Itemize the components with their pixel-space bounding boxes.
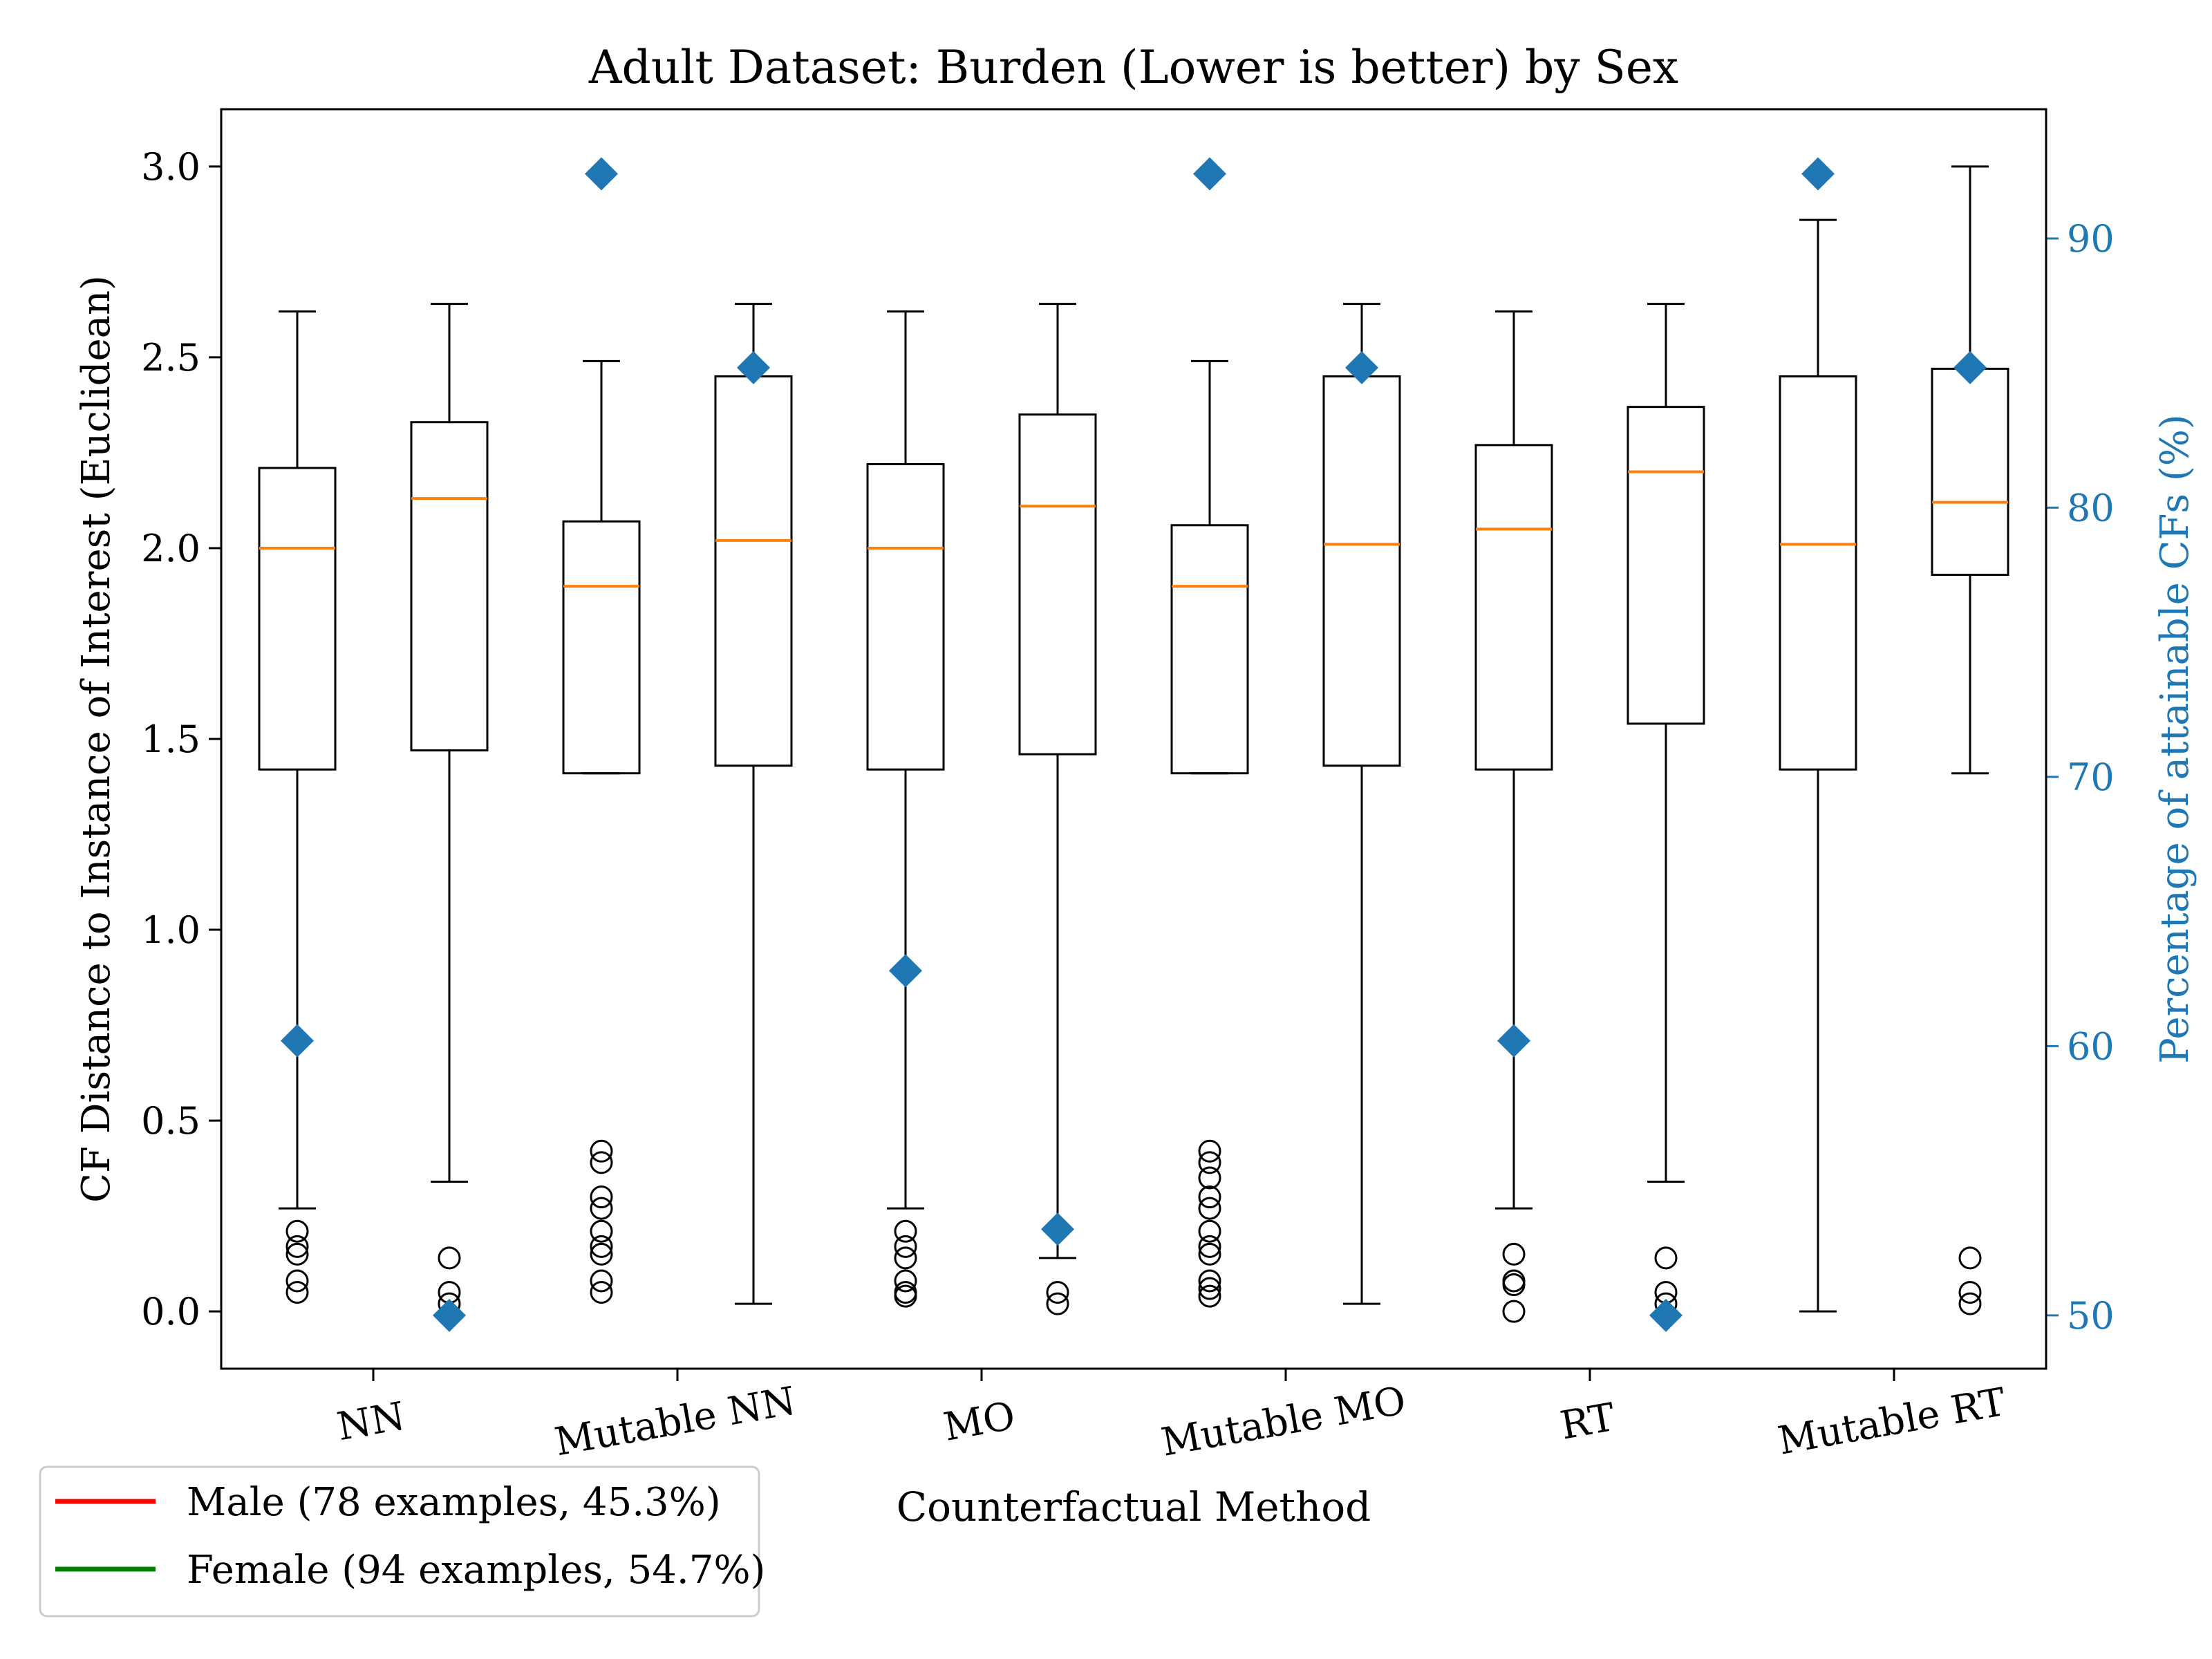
outlier-point [1046,1292,1069,1315]
box-4 [714,303,793,1305]
y-tick-label: 0.5 [141,1099,200,1143]
outlier-point [590,1219,613,1243]
outlier-point [590,1197,613,1220]
attainable-marker [1649,1298,1683,1332]
outlier-point [1198,1242,1221,1266]
attainable-marker [889,954,922,988]
outlier-point [1654,1246,1678,1270]
outlier-point [590,1151,613,1174]
legend-label-female: Female (94 examples, 54.7%) [187,1548,765,1593]
outlier-point [1198,1269,1221,1293]
outlier-point [1198,1284,1221,1308]
outlier-point [894,1246,917,1270]
outlier-point [285,1281,309,1304]
y2-tick-label: 60 [2067,1024,2115,1068]
y2-tick-label: 90 [2067,217,2115,261]
legend-label-male: Male (78 examples, 45.3%) [187,1480,721,1525]
outlier-point [590,1242,613,1266]
box-iqr [258,467,337,771]
outlier-point [1046,1281,1069,1304]
outlier-point [1198,1235,1221,1258]
y-tick-label: 3.0 [141,145,200,189]
y2-axis-label: Percentage of attainable CFs (%) [2153,414,2197,1064]
outlier-point [1198,1151,1221,1174]
box-10 [1627,303,1705,1315]
x-tick-label: RT [1557,1395,1618,1449]
outlier-point [894,1235,917,1258]
y-axis-label: CF Distance to Instance of Interest (Euc… [74,275,119,1203]
y2-tick-label: 50 [2067,1294,2115,1338]
x-axis-label: Counterfactual Method [897,1483,1371,1530]
attainable-marker [585,157,618,191]
attainable-marker [1801,157,1835,191]
outlier-point [1958,1246,1982,1270]
y-tick-label: 0.0 [141,1290,200,1333]
attainable-marker [1041,1212,1074,1246]
outlier-point [1502,1300,1526,1323]
y-tick-label: 2.5 [141,336,200,379]
outlier-point [590,1281,613,1304]
box-1 [258,310,337,1304]
y2-tick-label: 70 [2067,756,2115,799]
attainable-marker [1953,350,1987,384]
outlier-point [590,1235,613,1258]
box-11 [1779,218,1857,1313]
outlier-point [1502,1242,1526,1266]
box-6 [1018,303,1097,1315]
y-axis-left: 0.0 0.5 1.0 1.5 2.0 2.5 3.0 [141,145,221,1333]
outlier-point [285,1269,309,1293]
box-iqr [1474,444,1553,771]
attainable-markers-layer [281,157,1987,1332]
outlier-point [285,1242,309,1266]
attainable-marker [1345,350,1378,384]
y-tick-label: 1.0 [141,908,200,952]
box-iqr [1170,524,1249,775]
box-9 [1474,310,1553,1323]
box-iqr [866,462,945,771]
outlier-point [1198,1185,1221,1209]
boxes-layer [258,165,2009,1323]
attainable-marker [1193,157,1226,191]
outlier-point [438,1246,461,1270]
outlier-point [590,1139,613,1163]
box-iqr [562,520,641,775]
outlier-point [1198,1219,1221,1243]
y-tick-label: 2.0 [141,527,200,570]
outlier-point [1958,1281,1982,1304]
outlier-point [894,1269,917,1293]
outlier-point [1198,1166,1221,1190]
outlier-point [590,1269,613,1293]
outlier-point [1502,1273,1526,1297]
outlier-point [1198,1197,1221,1220]
attainable-marker [281,1024,314,1058]
outlier-point [1198,1139,1221,1163]
box-5 [866,310,945,1308]
legend: Male (78 examples, 45.3%) Female (94 exa… [39,1465,765,1618]
legend-frame [39,1465,760,1618]
box-iqr [1018,413,1097,756]
outlier-point [285,1219,309,1243]
outlier-point [285,1235,309,1258]
box-iqr [410,421,489,752]
attainable-marker [1497,1024,1530,1058]
box-iqr [1779,375,1857,771]
outlier-point [1958,1292,1982,1315]
box-7 [1170,359,1249,1308]
plot-frame [220,108,2047,1370]
y2-tick-label: 80 [2067,486,2115,529]
y-axis-right: 50 60 70 80 90 [2046,217,2115,1338]
chart-title: Adult Dataset: Burden (Lower is better) … [588,41,1678,94]
box-3 [562,359,641,1304]
box-2 [410,303,489,1315]
outlier-point [1198,1277,1221,1300]
outlier-point [590,1185,613,1209]
outlier-point [894,1284,917,1308]
attainable-marker [737,350,770,384]
outlier-point [894,1219,917,1243]
y-tick-label: 1.5 [141,718,200,761]
box-iqr [1627,406,1705,725]
attainable-marker [433,1298,466,1332]
